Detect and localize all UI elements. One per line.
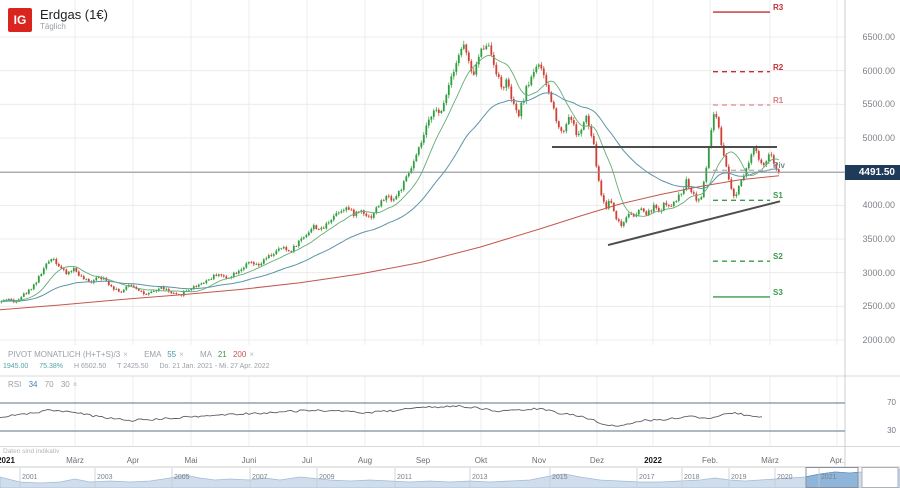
pivot-label-r1: R1 <box>773 96 784 105</box>
navigator-year-label: 2009 <box>319 474 335 481</box>
period-change-value: 1945.00 <box>3 363 29 370</box>
time-axis-label: März <box>66 456 84 465</box>
pivot-indicator-label: PIVOT MONATLICH (H+T+S)/3 <box>8 350 121 359</box>
price-axis-label: 5500.00 <box>862 99 895 110</box>
navigator-year-label: 2005 <box>174 474 190 481</box>
navigator-year-label: 2011 <box>397 474 413 481</box>
navigator-year-label: 2003 <box>97 474 113 481</box>
ma21-period-value: 21 <box>217 350 227 359</box>
time-axis-label: Feb. <box>701 456 719 465</box>
rsi-indicator-label: RSI <box>8 380 22 389</box>
indicative-data-note: Daten sind indikativ <box>3 448 60 455</box>
navigator-year-label: 2018 <box>684 474 700 481</box>
time-axis-label: März <box>761 456 779 465</box>
pivot-label-s2: S2 <box>773 252 783 262</box>
time-axis-label: Sep <box>415 456 431 465</box>
navigator-year-label: 2001 <box>22 474 38 481</box>
rsi-remove-button[interactable]: × <box>72 380 78 389</box>
pivot-label-s1: S1 <box>773 191 783 201</box>
period-low-value: T 2425.50 <box>117 363 149 370</box>
time-axis-label: Okt <box>474 456 488 465</box>
navigator-year-label: 2007 <box>252 474 268 481</box>
rsi-lower-level-label: 30 <box>887 426 896 435</box>
price-axis-label: 4000.00 <box>862 200 895 211</box>
rsi-upper-level-label: 70 <box>887 398 896 407</box>
ma-remove-button[interactable]: × <box>249 350 254 359</box>
ema-indicator-label: EMA <box>144 350 161 359</box>
navigator-year-label: 2020 <box>777 474 793 481</box>
pivot-remove-button[interactable]: × <box>123 350 128 359</box>
price-axis-label: 6000.00 <box>862 65 895 76</box>
instrument-title: Erdgas (1€) <box>40 7 108 22</box>
ema-period-value: 55 <box>167 350 177 359</box>
ema-remove-button[interactable]: × <box>179 350 184 359</box>
price-axis-label: 2000.00 <box>862 335 895 345</box>
timeframe-label: Täglich <box>40 22 66 31</box>
indicator-legend-row: PIVOT MONATLICH (H+T+S)/3 × EMA 55 × MA 21… <box>8 350 254 359</box>
navigator-year-label: 2021 <box>821 474 837 481</box>
time-axis-label: Nov <box>531 456 547 465</box>
navigator-year-label: 2015 <box>552 474 568 481</box>
time-axis-label: Aug <box>357 456 373 465</box>
time-axis-label: Jul <box>301 456 313 465</box>
time-axis-label: 2021 <box>0 456 15 465</box>
rsi-legend-row: RSI 34 70 30 × <box>8 380 77 389</box>
price-axis-label: 3000.00 <box>862 267 895 278</box>
navigator-year-label: 2019 <box>731 474 747 481</box>
time-axis-label: Juni <box>241 456 257 465</box>
period-change-percent: 75.38% <box>39 363 64 370</box>
ma-indicator-label: MA <box>200 350 212 359</box>
rsi-period-value: 34 <box>28 380 38 389</box>
time-axis-label: Dez <box>589 456 605 465</box>
navigator-year-label: 2017 <box>639 474 655 481</box>
price-axis-label: 5000.00 <box>862 133 895 143</box>
period-date-range: Do. 21 Jan. 2021 - Mi. 27 Apr. 2022 <box>159 363 270 370</box>
time-axis-label: Mai <box>184 456 198 465</box>
time-axis-label: Apr <box>126 456 140 465</box>
period-stats-row: 1945.00 75.38% H 6502.50 T 2425.50 Do. 2… <box>3 363 279 370</box>
ig-logo: IG <box>8 8 32 32</box>
price-axis-label: 3500.00 <box>862 234 895 244</box>
period-high-value: H 6502.50 <box>73 363 107 370</box>
ma200-period-value: 200 <box>232 350 247 359</box>
pivot-label-piv: Piv <box>773 161 786 171</box>
time-axis-label: 2022 <box>644 456 662 465</box>
last-price-badge: 4491.50 <box>845 165 900 180</box>
price-axis-label: 6500.00 <box>862 32 895 42</box>
pivot-label-r3: R3 <box>773 3 784 13</box>
rsi-upper-param: 70 <box>44 380 54 389</box>
pivot-label-s3: S3 <box>773 287 783 297</box>
price-axis-label: 2500.00 <box>862 301 895 312</box>
pivot-label-r2: R2 <box>773 62 784 72</box>
time-axis-label: Apr. <box>829 456 845 465</box>
rsi-lower-param: 30 <box>60 380 70 389</box>
navigator-year-label: 2013 <box>472 474 488 481</box>
